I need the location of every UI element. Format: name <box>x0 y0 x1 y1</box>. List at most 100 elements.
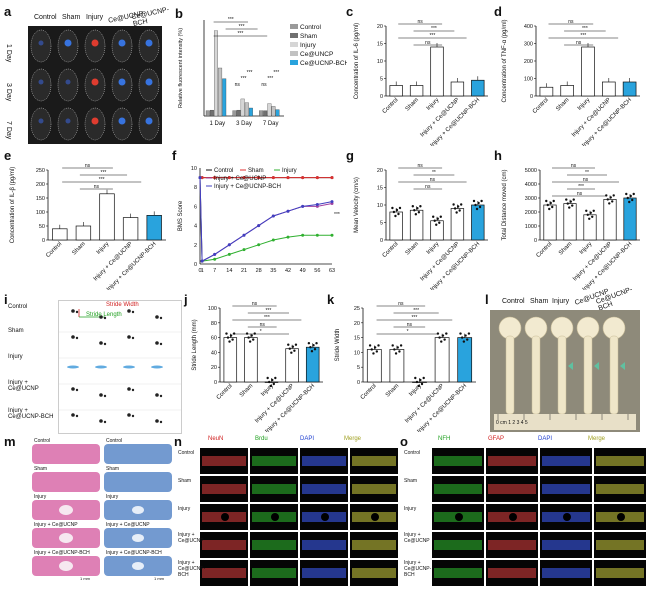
footprint <box>103 342 107 346</box>
legend-label: Injury <box>282 168 297 174</box>
data-point <box>625 192 628 196</box>
bar <box>264 381 279 383</box>
fluorescence-signal <box>118 117 126 125</box>
y-axis-label: Concentration of IL-β (pg/ml) <box>10 167 16 243</box>
signal-band <box>302 568 346 578</box>
bar <box>471 204 485 241</box>
o-ch-nfh: NFH <box>438 436 451 442</box>
signal-band <box>542 540 590 550</box>
footprint <box>75 414 79 418</box>
o-row-injury: Injury <box>404 506 417 512</box>
bar <box>563 203 577 241</box>
mouse-outline <box>30 29 52 63</box>
data-point <box>420 382 424 386</box>
y-axis-label: Concentration of IL-6 (pg/ml) <box>354 23 360 99</box>
signal-band <box>488 484 536 494</box>
legend-swatch <box>290 60 298 65</box>
sig-label: * <box>407 329 409 335</box>
legend-swatch <box>290 24 298 29</box>
footprint <box>95 365 107 369</box>
data-point <box>568 206 571 209</box>
signal-band <box>596 540 644 550</box>
histology-svg <box>32 444 172 576</box>
y-tick-label: 100 <box>524 77 533 83</box>
x-tick-label: 56 <box>314 268 320 274</box>
o-grid-svg <box>432 448 646 586</box>
data-point <box>545 199 548 203</box>
y-axis-label: Mean Velocity (cm/s) <box>354 177 360 233</box>
data-point <box>443 338 446 341</box>
x-tick-label: Injury + Ce@UCNP <box>254 383 295 424</box>
y-tick-label: 150 <box>36 196 45 202</box>
bar <box>412 381 427 383</box>
data-point <box>377 344 380 347</box>
footprint <box>127 335 131 339</box>
panel-l-spinal-cords: Control Sham Injury Ce@UCNP Ce@UCNP-BCH … <box>484 286 648 434</box>
n-row-ceucnp: Injury + Ce@UCNP <box>178 532 204 544</box>
data-point <box>441 334 445 337</box>
bar <box>603 199 617 241</box>
data-point <box>475 207 479 211</box>
data-point <box>232 332 236 335</box>
fp-row-ceucnp-bch: Injury + Ce@UCNP-BCH <box>8 408 54 420</box>
chart-f-bms: 0 2 4 6 8 10 0 1 7 14 21 28 35 42 49 56 63 BMS Score Contr… <box>178 166 340 274</box>
x-tick-label: Injury + Ce@UCNP <box>571 97 612 138</box>
imaging-grid <box>28 26 162 144</box>
bar <box>236 109 241 117</box>
bar <box>389 85 403 97</box>
y-tick-label: 4 <box>194 224 197 230</box>
spinal-cord <box>505 335 515 415</box>
footprint <box>99 393 103 397</box>
brain-end <box>576 316 600 340</box>
mouse-outline <box>30 107 52 141</box>
data-point <box>253 332 256 335</box>
signal-band <box>596 484 644 494</box>
o-row-control: Control <box>404 450 421 456</box>
col-label-injury: Injury <box>86 14 104 21</box>
sig-label: ns <box>398 301 404 307</box>
data-point <box>414 213 418 216</box>
y-tick-label: 60 <box>211 336 217 342</box>
bar <box>267 103 272 117</box>
data-point <box>438 336 441 339</box>
y-tick-label: 100 <box>208 306 217 312</box>
data-point <box>391 344 394 347</box>
x-tick-label: Injury + Ce@UCNP <box>420 97 461 138</box>
n-ch-dapi: DAPI <box>300 436 315 442</box>
data-point <box>606 198 609 201</box>
sig-label: ns <box>577 191 583 197</box>
x-tick-label: 0 <box>198 268 201 274</box>
data-point <box>609 196 612 199</box>
series-line <box>199 177 332 262</box>
series-point <box>330 200 334 204</box>
signal-band <box>302 540 346 550</box>
data-point <box>464 334 467 337</box>
fluorescence-signal <box>145 117 153 125</box>
panel-label-e: e <box>4 148 12 163</box>
x-tick-label: Injury <box>426 97 441 112</box>
series-point <box>271 214 275 218</box>
y-axis-label: Stride Length (mm) <box>192 319 198 370</box>
data-point <box>626 196 629 200</box>
bar <box>409 85 424 97</box>
data-point <box>287 343 290 346</box>
data-point <box>312 344 315 347</box>
signal-band <box>352 484 396 494</box>
y-axis-label: Concentration of TNF-α (pg/ml) <box>502 19 508 102</box>
footprint <box>99 419 103 423</box>
x-tick-label: Control <box>532 97 550 115</box>
bar <box>560 85 574 97</box>
data-point <box>396 346 399 349</box>
stride-length-label: Stride Length <box>86 312 122 318</box>
panel-label-d: d <box>494 4 502 19</box>
footprint <box>159 420 163 424</box>
x-tick-label: Injury <box>577 97 592 112</box>
panel-label-m: m <box>4 434 16 449</box>
x-tick-label: Sham <box>558 241 573 256</box>
data-point <box>397 212 400 216</box>
footprint <box>71 413 75 417</box>
panel-label-j: j <box>184 292 188 307</box>
y-tick-label: 50 <box>39 224 45 230</box>
